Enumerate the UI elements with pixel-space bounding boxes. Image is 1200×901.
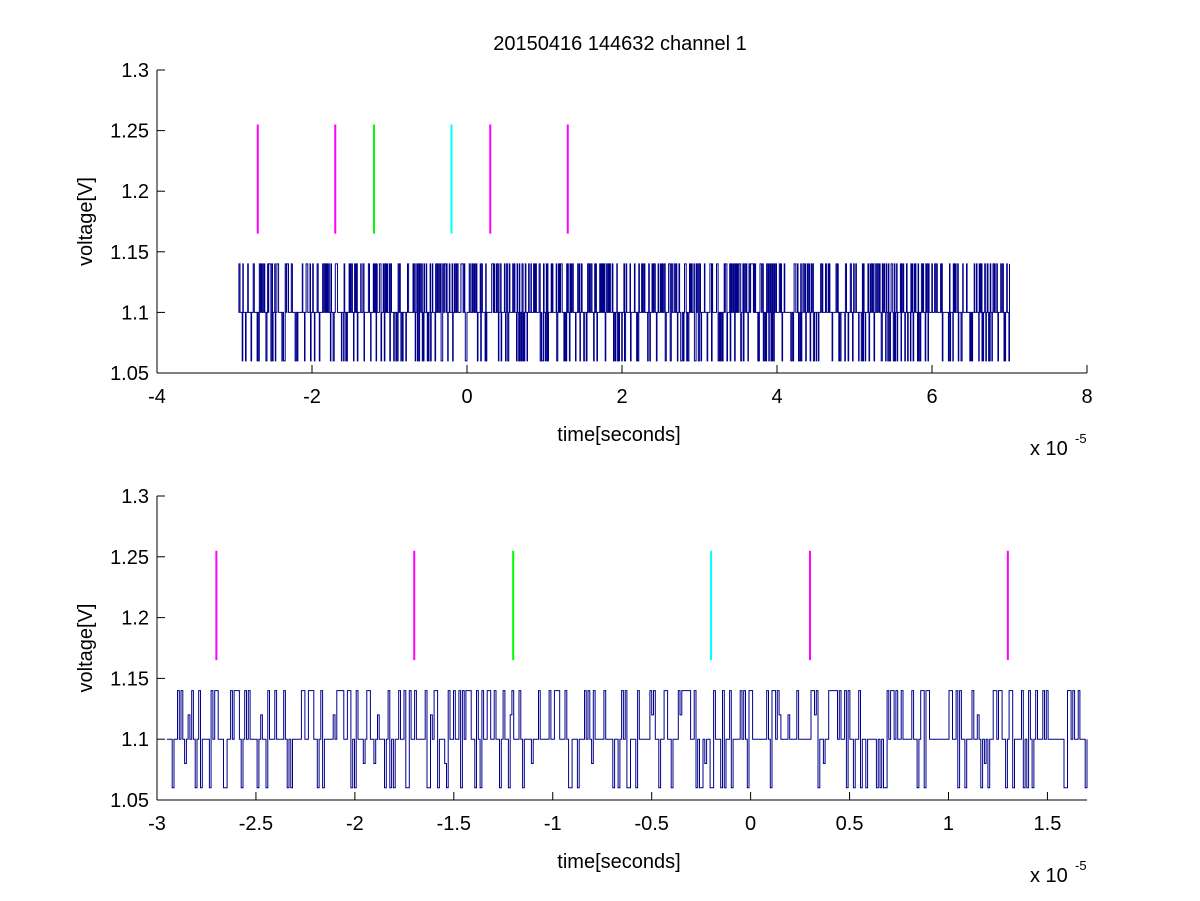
y-axis-label: voltage[V] bbox=[75, 177, 97, 266]
y-tick-label: 1.05 bbox=[110, 790, 149, 812]
y-axis-label: voltage[V] bbox=[75, 604, 97, 693]
signal-trace bbox=[166, 690, 1088, 789]
x-tick-label: 0 bbox=[461, 386, 472, 408]
x-tick-label: 2 bbox=[616, 386, 627, 408]
x-tick-label: -0.5 bbox=[634, 813, 668, 835]
x-exponent-power: -5 bbox=[1075, 431, 1087, 446]
y-tick-label: 1.1 bbox=[121, 302, 149, 324]
x-exponent-label: x 10 bbox=[1030, 438, 1068, 460]
x-tick-label: -4 bbox=[148, 386, 166, 408]
x-tick-label: -2 bbox=[303, 386, 321, 408]
top-axes: 1.05 1.1 1.15 1.2 1.25 1.3 -4 -2 0 2 4 6 8 time[secon… bbox=[75, 60, 1093, 460]
y-tick-label: 1.1 bbox=[121, 729, 149, 751]
x-tick-label: 6 bbox=[926, 386, 937, 408]
y-tick-label: 1.05 bbox=[110, 363, 149, 385]
x-tick-label: -3 bbox=[148, 813, 166, 835]
x-tick-label: 4 bbox=[771, 386, 782, 408]
y-tick-label: 1.2 bbox=[121, 608, 149, 630]
y-tick-label: 1.15 bbox=[110, 668, 149, 690]
x-exponent-power: -5 bbox=[1075, 858, 1087, 873]
y-tick-label: 1.25 bbox=[110, 547, 149, 569]
y-tick-label: 1.3 bbox=[121, 60, 149, 82]
x-tick-label: -2.5 bbox=[239, 813, 273, 835]
x-tick-label: 1 bbox=[943, 813, 954, 835]
x-tick-label: 8 bbox=[1081, 386, 1092, 408]
figure-title: 20150416 144632 channel 1 bbox=[493, 33, 747, 55]
y-tick-label: 1.2 bbox=[121, 181, 149, 203]
signal-trace bbox=[238, 263, 1010, 362]
x-tick-label: 0.5 bbox=[836, 813, 864, 835]
bottom-axes: 1.05 1.1 1.15 1.2 1.25 1.3 -3 -2.5 -2 -1.5 -1 -0.5 0… bbox=[75, 486, 1088, 887]
x-tick-label: 1.5 bbox=[1034, 813, 1062, 835]
x-tick-label: -2 bbox=[346, 813, 364, 835]
x-tick-label: 0 bbox=[745, 813, 756, 835]
y-tick-label: 1.3 bbox=[121, 486, 149, 508]
y-tick-label: 1.15 bbox=[110, 242, 149, 264]
x-exponent-label: x 10 bbox=[1030, 865, 1068, 887]
x-tick-label: -1.5 bbox=[437, 813, 471, 835]
x-axis-label: time[seconds] bbox=[557, 851, 680, 873]
x-axis-label: time[seconds] bbox=[557, 424, 680, 446]
y-tick-label: 1.25 bbox=[110, 121, 149, 143]
x-tick-label: -1 bbox=[544, 813, 562, 835]
